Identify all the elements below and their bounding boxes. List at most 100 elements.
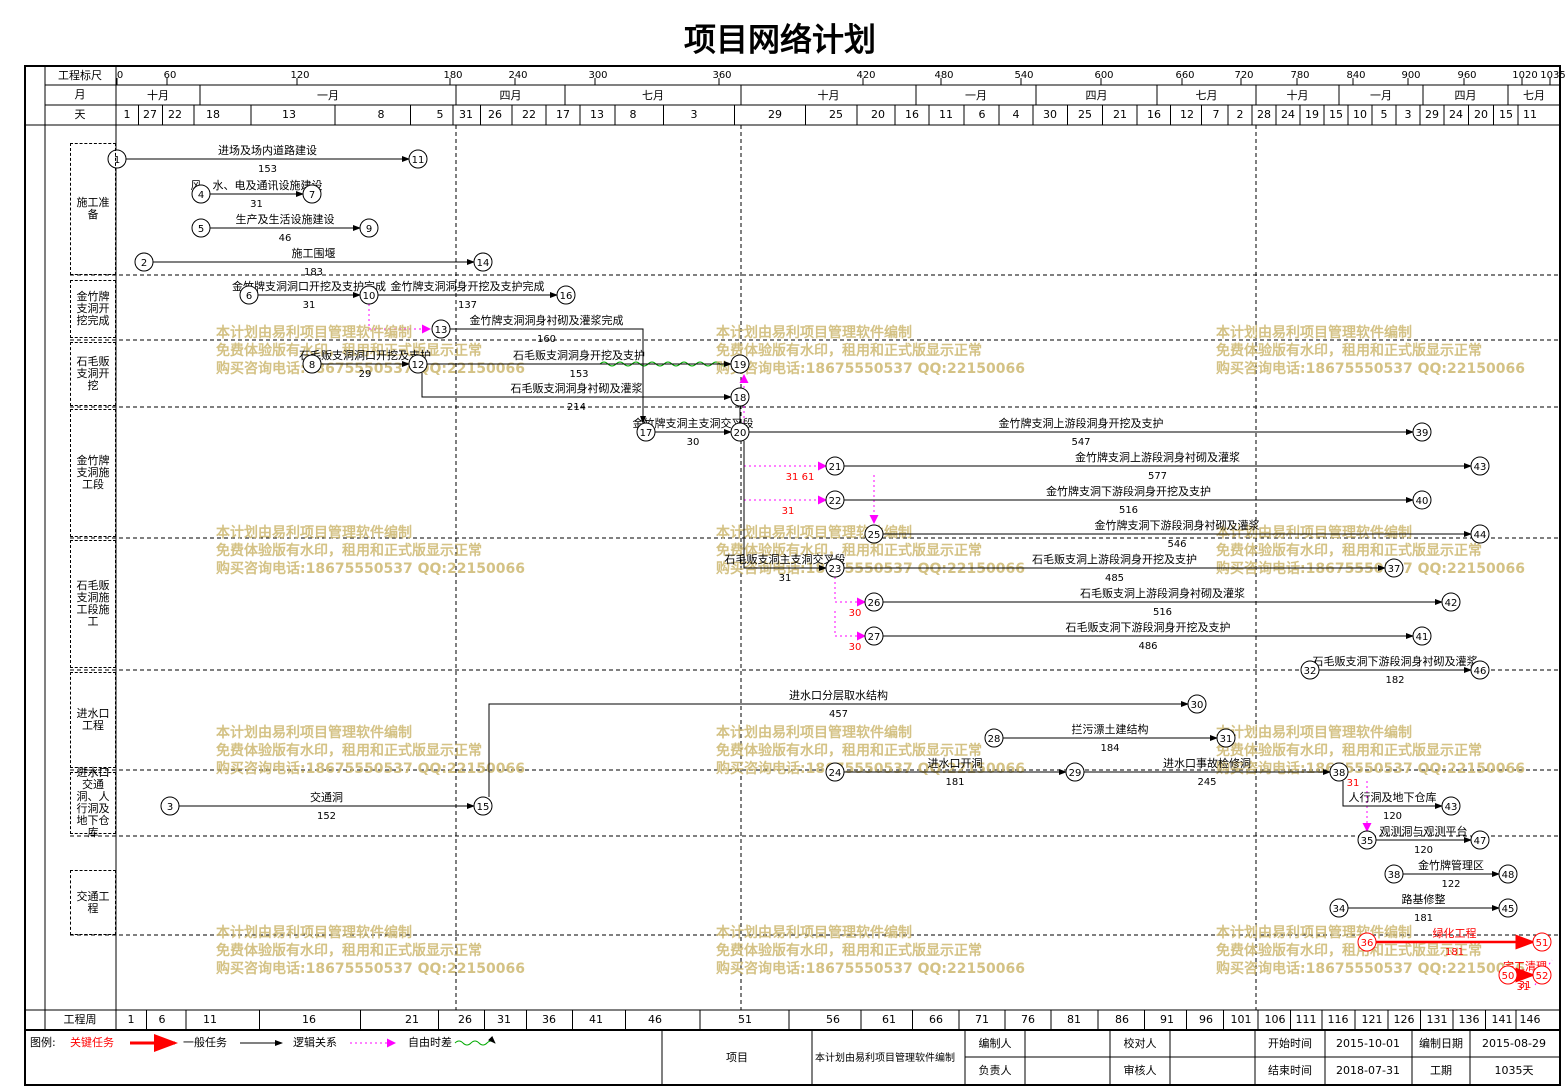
day-label: 11 (1523, 108, 1537, 121)
task-duration: 214 (567, 402, 586, 413)
node (302, 184, 322, 204)
task-name: 拦污漂土建结构 (1072, 722, 1149, 736)
task-name: 金竹牌支洞上游段洞身衬砌及灌浆 (1075, 450, 1240, 464)
day-label: 25 (1078, 108, 1092, 121)
node-label: 43 (1474, 462, 1487, 473)
task-arrow (743, 441, 827, 571)
task-duration: 120 (1414, 845, 1433, 856)
watermark: 免费体验版有水印，租用和正式版显示正常 (1216, 742, 1482, 759)
day-label: 8 (630, 108, 637, 121)
group-label: 进水口交通洞、人行洞及地下仓库 (70, 767, 116, 839)
month-label: 十月 (818, 88, 840, 102)
task-name: 进水口开洞 (928, 757, 983, 770)
watermark: 本计划由易利项目管理软件编制 (216, 524, 412, 541)
node (730, 422, 750, 442)
week-label: 81 (1067, 1013, 1081, 1026)
task-name: 石毛贩支洞洞口开挖及支护 (299, 348, 431, 362)
node (107, 149, 127, 169)
week-label: 126 (1394, 1013, 1415, 1026)
task-duration: 181 (1445, 947, 1464, 958)
week-label: 76 (1021, 1013, 1035, 1026)
group-label: 施工准备 (70, 143, 116, 275)
row-label: 工程标尺 (58, 68, 102, 82)
task-name: 风、水、电及通讯设施建设 (191, 178, 323, 192)
free-float-label: 31 (782, 506, 795, 517)
watermark: 购买咨询电话:18675550537 QQ:22150066 (716, 360, 1025, 377)
node-label: 7 (309, 190, 315, 201)
node-label: 32 (1304, 666, 1317, 677)
watermark: 本计划由易利项目管理软件编制 (216, 924, 412, 941)
week-label: 101 (1231, 1013, 1252, 1026)
node-label: 50 (1502, 971, 1515, 982)
node (1357, 830, 1377, 850)
watermark: 免费体验版有水印，租用和正式版显示正常 (216, 942, 482, 959)
legend-label: 图例: (30, 1035, 56, 1049)
scale-tick-label: 960 (1457, 70, 1476, 81)
node-label: 11 (412, 155, 425, 166)
week-label: 6 (159, 1013, 166, 1026)
day-label: 29 (768, 108, 782, 121)
task-name: 石毛贩支洞主支洞交叉段 (725, 552, 846, 566)
node (302, 354, 322, 374)
task-name: 石毛贩支洞下游段洞身开挖及支护 (1066, 620, 1231, 634)
month-label: 十月 (1287, 88, 1309, 102)
node (984, 728, 1004, 748)
watermark: 免费体验版有水印，租用和正式版显示正常 (216, 542, 482, 559)
day-label: 4 (1013, 108, 1020, 121)
task-name: 石毛贩支洞下游段洞身衬砌及灌浆 (1313, 654, 1478, 668)
day-label: 22 (522, 108, 536, 121)
node-label: 41 (1416, 632, 1429, 643)
watermark: 购买咨询电话:18675550537 QQ:22150066 (1216, 360, 1525, 377)
node-label: 19 (734, 360, 747, 371)
scale-tick-label: 120 (290, 70, 309, 81)
task-name: 观测洞与观测平台 (1380, 824, 1468, 838)
node-label: 12 (412, 360, 425, 371)
legend-key (454, 1035, 496, 1046)
month-label: 四月 (1455, 89, 1477, 102)
node (1498, 965, 1518, 985)
watermark: 免费体验版有水印，租用和正式版显示正常 (716, 542, 982, 559)
scale-tick-label: 900 (1401, 70, 1420, 81)
node (825, 762, 845, 782)
node-label: 28 (988, 734, 1001, 745)
legend-item: 关键任务 (70, 1035, 114, 1049)
week-label: 91 (1160, 1013, 1174, 1026)
node (408, 149, 428, 169)
task-name: 石毛贩支洞洞身开挖及支护 (513, 348, 645, 362)
month-label: 十月 (147, 88, 169, 102)
watermark: 本计划由易利项目管理软件编制 (1216, 524, 1412, 541)
week-label: 116 (1328, 1013, 1349, 1026)
free-float-label: 31 61 (786, 472, 815, 483)
cell: 2015-10-01 (1336, 1037, 1400, 1050)
node-label: 17 (640, 428, 653, 439)
scale-tick-label: 60 (164, 70, 177, 81)
task-duration: 245 (1197, 777, 1216, 788)
day-label: 15 (1329, 108, 1343, 121)
week-label: 121 (1362, 1013, 1383, 1026)
scale-tick-label: 660 (1175, 70, 1194, 81)
day-label: 19 (1305, 108, 1319, 121)
free-float-label: 31 (1517, 982, 1530, 993)
week-label: 71 (975, 1013, 989, 1026)
node-label: 40 (1416, 496, 1429, 507)
node-label: 37 (1388, 564, 1401, 575)
float-links (368, 304, 1553, 986)
task-duration: 29 (359, 369, 372, 380)
node (1498, 898, 1518, 918)
group-label: 进水口工程 (70, 672, 116, 768)
watermark: 购买咨询电话:18675550537 QQ:22150066 (716, 760, 1025, 777)
node-label: 44 (1474, 530, 1487, 541)
node-label: 27 (868, 632, 881, 643)
week-label: 111 (1296, 1013, 1317, 1026)
watermark: 免费体验版有水印，租用和正式版显示正常 (216, 742, 482, 759)
watermark: 免费体验版有水印，租用和正式版显示正常 (1216, 342, 1482, 359)
week-label: 46 (648, 1013, 662, 1026)
node (191, 184, 211, 204)
node-label: 14 (477, 258, 490, 269)
node-label: 48 (1502, 870, 1515, 881)
task-duration: 546 (1167, 539, 1186, 550)
task-name: 金竹牌支洞主支洞交叉段 (633, 416, 754, 430)
node-label: 51 (1536, 938, 1549, 949)
